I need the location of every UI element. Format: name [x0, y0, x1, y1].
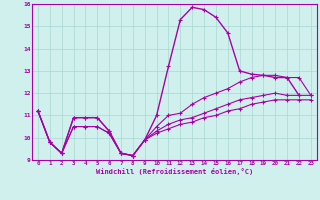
X-axis label: Windchill (Refroidissement éolien,°C): Windchill (Refroidissement éolien,°C): [96, 168, 253, 175]
